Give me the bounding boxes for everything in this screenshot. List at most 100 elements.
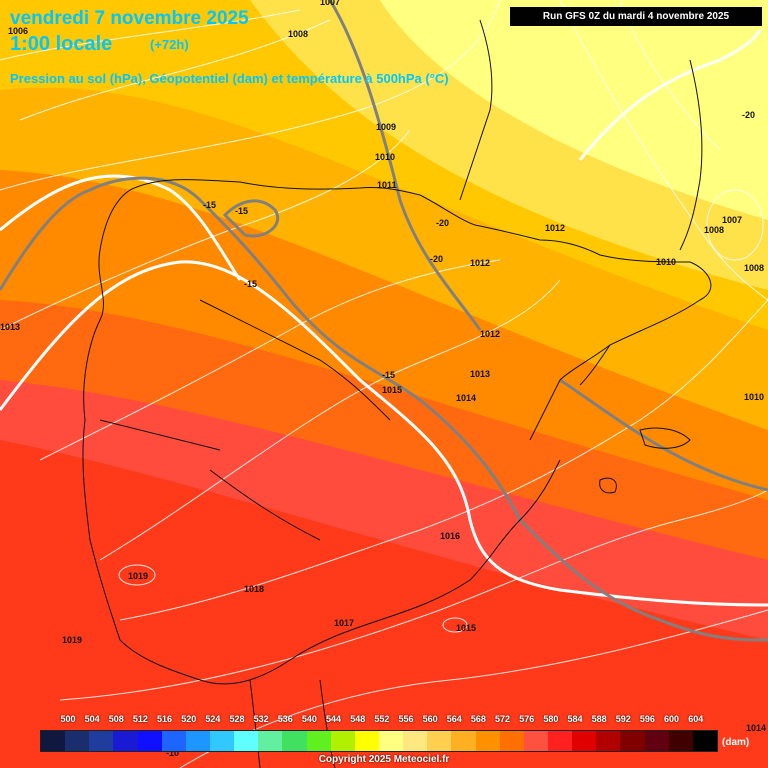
temperature-label: -20 xyxy=(742,110,755,120)
legend-value: 528 xyxy=(229,714,245,724)
pressure-label: 1008 xyxy=(288,29,308,39)
legend-swatch xyxy=(572,731,597,751)
legend-swatch xyxy=(137,731,162,751)
legend-swatch xyxy=(378,731,404,751)
legend-value: 544 xyxy=(326,714,342,724)
legend-value: 520 xyxy=(181,714,197,724)
forecast-offset: (+72h) xyxy=(150,37,189,52)
pressure-label: 1011 xyxy=(377,180,397,190)
forecast-time: 1:00 locale xyxy=(10,33,113,55)
pressure-label: 1008 xyxy=(744,263,764,273)
shade-548 xyxy=(380,0,768,220)
pressure-label: 1012 xyxy=(480,329,500,339)
legend-swatch xyxy=(644,731,669,751)
legend-value: 548 xyxy=(350,714,366,724)
legend-swatch xyxy=(692,731,717,751)
legend-unit: (dam) xyxy=(722,737,750,748)
legend-swatch xyxy=(41,731,66,751)
legend-swatch xyxy=(523,731,548,751)
color-legend-bar xyxy=(40,730,718,752)
isotherms-grey xyxy=(0,0,768,642)
legend-value: 576 xyxy=(519,714,535,724)
legend-value: 592 xyxy=(615,714,631,724)
temperature-label: -15 xyxy=(382,370,395,380)
legend-value: 532 xyxy=(253,714,269,724)
legend-value: 588 xyxy=(591,714,607,724)
legend-swatch xyxy=(330,731,355,751)
legend-swatch xyxy=(403,731,428,751)
pressure-label: 1006 xyxy=(8,26,28,36)
pressure-label: 1017 xyxy=(334,618,354,628)
pressure-label: 1012 xyxy=(470,258,490,268)
legend-swatch xyxy=(258,731,283,751)
legend-swatch xyxy=(596,731,621,751)
legend-value: 512 xyxy=(132,714,148,724)
legend-value: 540 xyxy=(301,714,317,724)
legend-swatch xyxy=(234,731,259,751)
legend-swatch xyxy=(668,731,693,751)
legend-value: 584 xyxy=(567,714,583,724)
pressure-label: 1012 xyxy=(545,223,565,233)
legend-value: 600 xyxy=(664,714,680,724)
pressure-label: 1014 xyxy=(456,393,476,403)
temperature-label: -15 xyxy=(203,200,216,210)
pressure-label: 1007 xyxy=(722,215,742,225)
pressure-label: 1013 xyxy=(470,369,490,379)
legend-swatch xyxy=(306,731,331,751)
legend-value: 564 xyxy=(446,714,462,724)
legend-swatch xyxy=(65,731,90,751)
legend-value: 508 xyxy=(108,714,124,724)
legend-swatch xyxy=(113,731,138,751)
legend-value: 572 xyxy=(495,714,511,724)
pressure-labels: 1007 1006 1008 1009 1010 1011 1012 1012 1012 1013… xyxy=(0,0,766,733)
temperature-label: -20 xyxy=(436,218,449,228)
legend-swatch xyxy=(161,731,186,751)
pressure-label: 1008 xyxy=(704,225,724,235)
legend-value: 524 xyxy=(205,714,221,724)
isotherms-white xyxy=(0,29,768,607)
pressure-label: 1018 xyxy=(244,584,264,594)
legend-value-labels: 500 504 508 512 516 520 524 528 532 536 540 544 548 5… xyxy=(58,714,738,728)
legend-swatch xyxy=(427,731,452,751)
legend-swatch xyxy=(475,731,500,751)
legend-swatch xyxy=(354,731,379,751)
pressure-label: 1010 xyxy=(375,152,395,162)
pressure-label: 1007 xyxy=(320,0,340,7)
pressure-label: 1013 xyxy=(0,322,20,332)
legend-value: 596 xyxy=(639,714,655,724)
legend-value: 604 xyxy=(688,714,704,724)
temperature-label: -15 xyxy=(235,206,248,216)
copyright-notice: Copyright 2025 Meteociel.fr xyxy=(318,754,450,765)
legend-value: 536 xyxy=(277,714,293,724)
legend-swatch xyxy=(451,731,476,751)
temperature-label: -15 xyxy=(244,279,257,289)
run-info-box: Run GFS 0Z du mardi 4 novembre 2025 xyxy=(510,7,762,26)
pressure-label: 1015 xyxy=(456,623,476,633)
parameter-description: Pression au sol (hPa), Géopotentiel (dam… xyxy=(10,71,449,86)
legend-swatch xyxy=(547,731,573,751)
pressure-label: 1009 xyxy=(376,122,396,132)
legend-swatch xyxy=(185,731,210,751)
forecast-date: vendredi 7 novembre 2025 xyxy=(10,8,249,29)
legend-swatch xyxy=(620,731,645,751)
legend-swatch xyxy=(89,731,114,751)
legend-swatch xyxy=(499,731,524,751)
pressure-label: 1019 xyxy=(128,571,148,581)
legend-value: 500 xyxy=(60,714,76,724)
pressure-label: 1010 xyxy=(744,392,764,402)
pressure-label: 1015 xyxy=(382,385,402,395)
legend-value: 556 xyxy=(398,714,414,724)
temperature-labels: -15 -15 -15 -20 -20 -15 -20 -10 xyxy=(166,110,755,758)
legend-value: 516 xyxy=(157,714,173,724)
pressure-label: 1010 xyxy=(656,257,676,267)
legend-swatch xyxy=(209,731,235,751)
coastlines xyxy=(82,19,712,768)
legend-value: 552 xyxy=(374,714,390,724)
pressure-label: 1014 xyxy=(746,723,766,733)
pressure-label: 1019 xyxy=(62,635,82,645)
legend-value: 568 xyxy=(470,714,486,724)
temperature-label: -20 xyxy=(430,254,443,264)
legend-value: 504 xyxy=(84,714,100,724)
legend-swatch xyxy=(282,731,307,751)
